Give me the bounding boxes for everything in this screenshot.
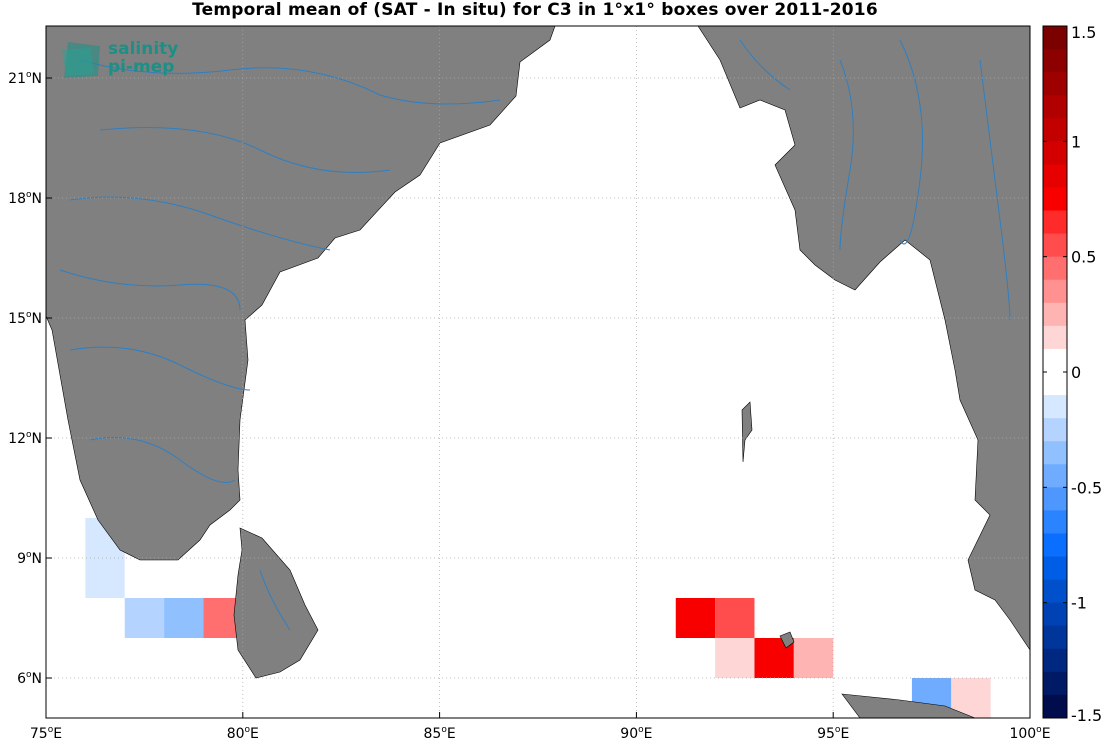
heatmap-cell [85, 558, 125, 598]
x-tick-label: 95oE [817, 725, 849, 740]
colorbar-segment [1043, 256, 1067, 281]
x-tick-label: 85oE [423, 725, 455, 740]
colorbar-segment [1043, 395, 1067, 419]
colorbar-segment [1043, 602, 1067, 627]
colorbar-segment [1043, 348, 1067, 373]
land-myanmar-bangladesh [697, 26, 1030, 651]
map-title: Temporal mean of (SAT - In situ) for C3 … [192, 0, 878, 20]
colorbar-tick-label: -1 [1071, 594, 1087, 613]
colorbar-tick-label: -0.5 [1071, 478, 1102, 497]
colorbar-segment [1043, 487, 1067, 511]
land-masses [46, 26, 1030, 718]
logo-text-line2: pi-mep [108, 57, 175, 77]
heatmap-cell [715, 638, 755, 678]
colorbar-tick-label: 1 [1071, 132, 1081, 151]
colorbar-segment [1043, 556, 1067, 581]
x-tick-label: 90oE [620, 725, 652, 740]
x-tick-label: 100oE [1009, 725, 1050, 740]
colorbar-segment [1043, 464, 1067, 488]
colorbar-segment [1043, 118, 1067, 142]
colorbar-segment [1043, 210, 1067, 235]
colorbar-tick-label: 0.5 [1071, 248, 1096, 267]
heatmap-cell [675, 598, 716, 638]
colorbar [1042, 25, 1068, 719]
colorbar-segment [1043, 302, 1067, 327]
y-tick-label: 6oN [17, 670, 42, 687]
y-tick-label: 18oN [8, 190, 42, 207]
colorbar-segment [1043, 49, 1067, 73]
colorbar-segment [1043, 325, 1067, 350]
heatmap-cells [85, 518, 991, 718]
colorbar-segment [1043, 648, 1067, 673]
x-tick-label: 75oE [30, 725, 62, 740]
colorbar-ticks: 1.5 1 0.5 0 -0.5 -1 -1.5 [1043, 23, 1102, 725]
colorbar-segment [1043, 164, 1067, 188]
colorbar-segment [1043, 95, 1067, 119]
land-sumatra-tip [841, 693, 976, 718]
colorbar-segment [1043, 233, 1067, 258]
rivers [59, 39, 1011, 631]
colorbar-segment [1043, 441, 1067, 465]
land-nicobar [779, 631, 795, 649]
salinity-pi-mep-logo: salinity pi-mep [60, 40, 200, 85]
y-tick-label: 21oN [8, 70, 42, 87]
colorbar-segment [1043, 510, 1067, 534]
map-frame [45, 25, 1031, 719]
logo-text-line1: salinity [108, 39, 179, 59]
colorbar-segment [1043, 372, 1067, 396]
y-tick-label: 12oN [8, 430, 42, 447]
colorbar-segment [1043, 579, 1067, 604]
y-tick-label: 15oN [8, 310, 42, 327]
y-tick-label: 9oN [17, 550, 42, 567]
heatmap-cell [164, 598, 204, 638]
colorbar-segment [1043, 533, 1067, 558]
colorbar-segment [1043, 694, 1067, 719]
logo-mark-icon [62, 42, 100, 78]
y-axis-ticks: 6oN 9oN 12oN 15oN 18oN 21oN [8, 70, 52, 687]
x-tick-label: 80oE [227, 725, 259, 740]
colorbar-tick-label: -1.5 [1071, 706, 1102, 725]
colorbar-segment [1043, 187, 1067, 212]
colorbar-tick-label: 1.5 [1071, 23, 1096, 42]
x-axis-ticks: 75oE 80oE 85oE 90oE 95oE 100oE [30, 712, 1051, 740]
colorbar-tick-label: 0 [1071, 363, 1081, 382]
land-sri-lanka [233, 527, 319, 679]
graticule [46, 26, 1030, 718]
colorbar-segment [1043, 279, 1067, 304]
heatmap-cell [793, 638, 834, 678]
colorbar-segment [1043, 72, 1067, 96]
colorbar-segment [1043, 625, 1067, 650]
colorbar-segment [1043, 141, 1067, 165]
heatmap-cell [715, 598, 755, 638]
land-andaman-north [741, 401, 753, 463]
heatmap-cell [124, 598, 165, 638]
colorbar-segment [1043, 26, 1067, 50]
colorbar-segment [1043, 671, 1067, 696]
colorbar-segment [1043, 418, 1067, 442]
